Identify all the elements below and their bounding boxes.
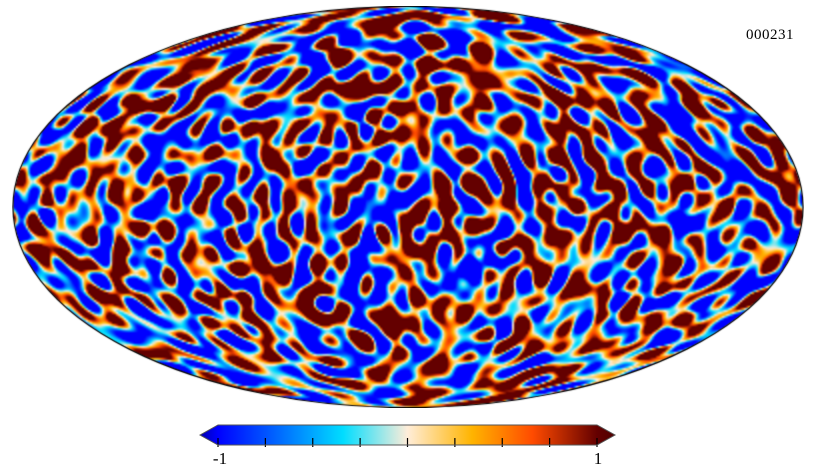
colorbar-min-label: -1 [212,449,228,468]
colorbar-outline [198,424,617,446]
colorbar [198,424,617,447]
colorbar-under-range-arrow [200,425,218,445]
mollweide-sky-map [12,6,804,408]
colorbar-max-label: 1 [593,449,603,468]
colorbar-over-range-arrow [597,425,615,445]
